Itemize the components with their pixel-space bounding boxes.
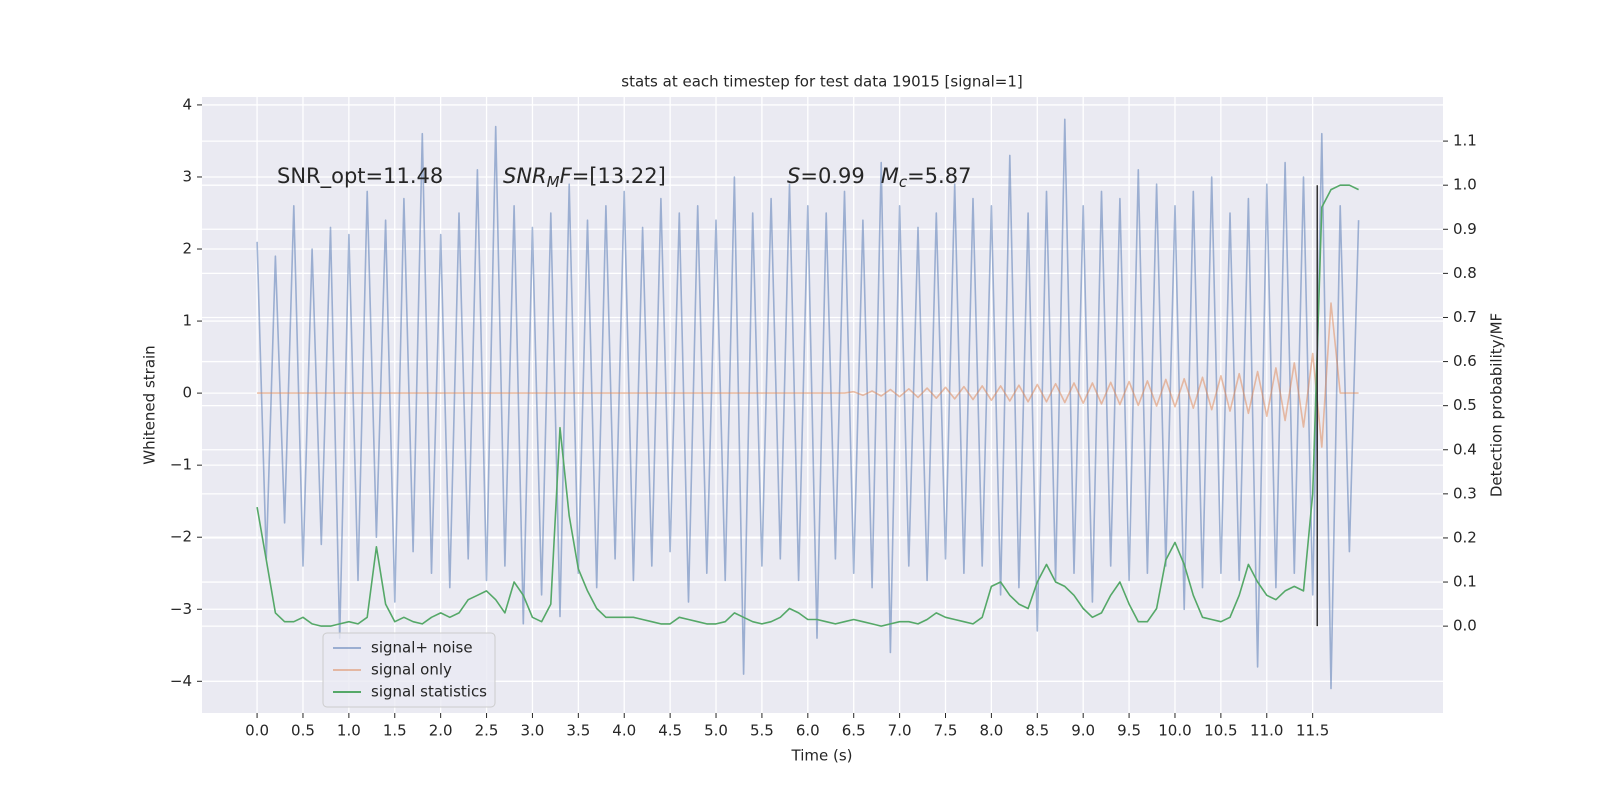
annotation: SNRMF=[13.22] [503, 164, 666, 191]
annotation-part: =5.87 [907, 164, 971, 188]
annotation-part: c [899, 173, 908, 191]
y-tick-label: −3 [170, 600, 192, 618]
annotation: S=0.99 Mc=5.87 [787, 164, 971, 191]
x-tick-label: 11.0 [1250, 722, 1283, 740]
y2-tick-label: 0.9 [1453, 220, 1477, 238]
y2-tick-label: 0.7 [1453, 308, 1477, 326]
x-tick-label: 0.0 [245, 722, 269, 740]
legend-box [322, 632, 496, 708]
y-tick-label: 3 [182, 167, 192, 185]
y-tick-label: −2 [170, 528, 192, 546]
annotation-part: F [560, 164, 573, 188]
x-tick-label: 6.5 [842, 722, 866, 740]
x-tick-label: 3.0 [521, 722, 545, 740]
x-tick-label: 5.0 [704, 722, 728, 740]
series-line [257, 302, 1359, 448]
x-tick-label: 8.5 [1025, 722, 1049, 740]
annotation-part: M [881, 164, 899, 188]
legend-label: signal statistics [371, 683, 487, 701]
x-tick-label: 8.0 [979, 722, 1003, 740]
x-tick-label: 9.5 [1117, 722, 1141, 740]
x-tick-label: 5.5 [750, 722, 774, 740]
y2-tick-label: 0.0 [1453, 617, 1477, 635]
legend-label: signal+ noise [371, 639, 473, 657]
x-tick-label: 1.0 [337, 722, 361, 740]
annotation-part: =0.99 [800, 164, 864, 188]
x-tick-label: 6.0 [796, 722, 820, 740]
y2-tick-label: 0.4 [1453, 440, 1477, 458]
y-tick-label: 1 [182, 312, 192, 330]
x-tick-label: 11.5 [1296, 722, 1329, 740]
x-tick-label: 10.5 [1204, 722, 1237, 740]
x-tick-label: 7.5 [934, 722, 958, 740]
y-axis-label: Whitened strain [141, 345, 159, 464]
y2-tick-label: 1.0 [1453, 176, 1477, 194]
y2-axis-label: Detection probability/MF [1488, 313, 1506, 497]
y-tick-label: −1 [170, 456, 192, 474]
chart-title: stats at each timestep for test data 190… [621, 73, 1022, 91]
x-tick-label: 0.5 [291, 722, 315, 740]
x-tick-label: 2.5 [475, 722, 499, 740]
y2-tick-label: 1.1 [1453, 132, 1477, 150]
y2-tick-label: 0.8 [1453, 264, 1477, 282]
axes: 0.0 0.5 1.0 1.5 2.0 2.5 3.0 3.5 4.0 4.5 5.0 5.5 6.0 6… [170, 95, 1477, 739]
annotation-part: S [787, 164, 800, 188]
series-line [256, 184, 1359, 627]
y-tick-label: −4 [170, 672, 192, 690]
annotation-part: SNR [503, 164, 547, 188]
y-tick-label: 4 [182, 95, 192, 113]
x-tick-label: 1.5 [383, 722, 407, 740]
x-tick-label: 4.0 [612, 722, 636, 740]
y2-tick-label: 0.3 [1453, 484, 1477, 502]
x-tick-label: 3.5 [566, 722, 590, 740]
y-tick-label: 2 [182, 240, 192, 258]
marks [256, 118, 1360, 690]
x-axis-label: Time (s) [791, 747, 853, 765]
x-tick-label: 2.0 [429, 722, 453, 740]
y2-tick-label: 0.2 [1453, 528, 1477, 546]
x-tick-label: 9.0 [1071, 722, 1095, 740]
y-tick-label: 0 [182, 384, 192, 402]
y2-tick-label: 0.1 [1453, 573, 1477, 591]
x-tick-label: 4.5 [658, 722, 682, 740]
y2-tick-label: 0.5 [1453, 396, 1477, 414]
x-tick-label: 10.0 [1158, 722, 1191, 740]
annotation: SNR_opt=11.48 [277, 164, 443, 189]
annotation-part: =[13.22] [572, 164, 666, 188]
y2-tick-label: 0.6 [1453, 352, 1477, 370]
series-line [256, 118, 1360, 690]
annotation-part: M [547, 173, 560, 191]
legend-label: signal only [371, 661, 452, 679]
x-tick-label: 7.0 [888, 722, 912, 740]
legend: signal+ noise signal only signal statistic… [322, 632, 496, 708]
